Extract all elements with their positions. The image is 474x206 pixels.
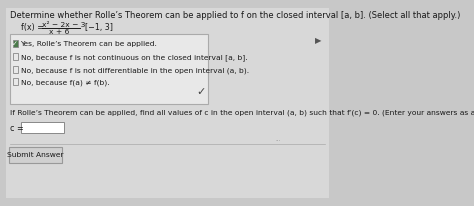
Text: If Rolle’s Theorem can be applied, find all values of c in the open interval (a,: If Rolle’s Theorem can be applied, find … [10,109,474,116]
Text: Yes, Rolle’s Theorem can be applied.: Yes, Rolle’s Theorem can be applied. [20,41,157,47]
Text: [−1, 3]: [−1, 3] [85,23,113,32]
Text: Determine whether Rolle’s Theorem can be applied to f on the closed interval [a,: Determine whether Rolle’s Theorem can be… [10,11,460,20]
Text: ✓: ✓ [12,41,18,47]
Text: ✓: ✓ [196,87,206,97]
Bar [13,78,18,85]
Text: ...: ... [276,137,281,142]
Bar [13,53,18,60]
Bar [13,40,18,47]
Text: ▶: ▶ [315,36,321,46]
FancyBboxPatch shape [9,147,62,163]
Text: No, because f(a) ≠ f(b).: No, because f(a) ≠ f(b). [20,79,109,85]
Text: f(x) =: f(x) = [21,23,47,32]
Text: x + 6: x + 6 [49,29,69,35]
Bar [21,122,64,133]
Bar [10,34,208,104]
Bar [13,66,18,73]
Text: No, because f is not differentiable in the open interval (a, b).: No, because f is not differentiable in t… [20,67,249,74]
Text: c =: c = [10,124,24,133]
Text: Submit Answer: Submit Answer [7,152,64,158]
Text: No, because f is not continuous on the closed interval [a, b].: No, because f is not continuous on the c… [20,54,247,61]
Text: x² − 2x − 3: x² − 2x − 3 [42,22,86,28]
